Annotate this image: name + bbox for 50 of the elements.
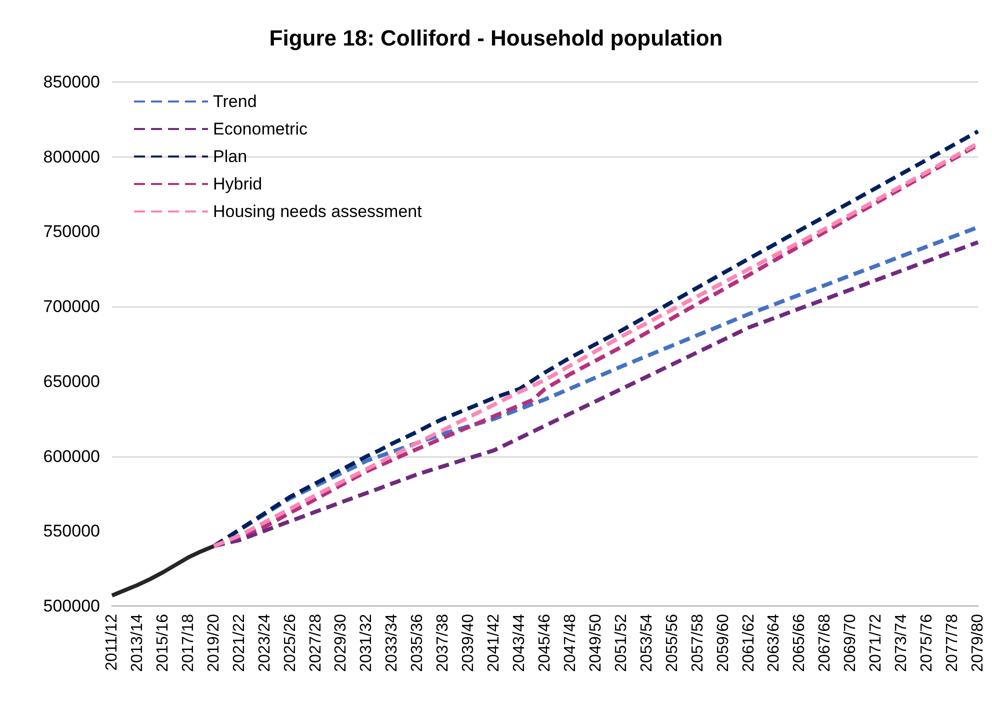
y-tick-label: 650000 [43,372,100,391]
x-tick-label: 2069/70 [842,614,860,672]
x-tick-label: 2049/50 [587,614,604,672]
x-tick-label: 2037/38 [434,614,452,672]
y-tick-label: 550000 [43,522,100,541]
x-tick-label: 2055/56 [664,614,681,672]
x-tick-label: 2057/58 [689,614,706,672]
x-tick-label: 2045/46 [536,614,554,672]
x-tick-label: 2011/12 [104,614,120,671]
x-tick-label: 2071/72 [868,614,885,672]
x-tick-label: 2033/34 [384,614,401,672]
x-tick-label: 2043/44 [511,614,528,672]
x-tick-label: 2027/28 [307,614,324,672]
y-tick-label: 750000 [43,222,100,242]
y-tick-label: 700000 [43,297,100,316]
legend-label: Econometric [213,120,308,138]
x-tick-label: 2031/32 [358,614,376,672]
x-tick-label: 2065/66 [791,614,808,672]
x-tick-label: 2035/36 [409,614,426,672]
chart-title: Figure 18: Colliford - Household population [269,26,723,50]
x-tick-label: 2061/62 [740,614,758,672]
x-tick-label: 2047/48 [562,614,579,672]
x-tick-label: 2017/18 [180,614,197,672]
x-tick-label: 2063/64 [766,614,783,672]
legend-label: Hybrid [213,174,262,194]
legend-label: Housing needs assessment [213,202,422,221]
x-tick-label: 2015/16 [154,614,172,672]
x-tick-label: 2079/80 [970,614,986,672]
x-tick-label: 2073/74 [893,614,910,672]
x-tick-label: 2021/22 [230,614,248,672]
legend-label: Trend [213,92,257,111]
x-tick-label: 2025/26 [282,614,299,672]
x-tick-label: 2019/20 [205,614,222,672]
x-tick-label: 2041/42 [486,614,503,672]
x-tick-label: 2067/68 [816,614,834,672]
x-tick-label: 2039/40 [460,614,478,672]
x-tick-label: 2013/14 [128,614,146,672]
x-tick-label: 2029/30 [332,614,350,672]
y-tick-label: 800000 [43,147,100,166]
y-tick-label: 500000 [43,596,100,616]
x-tick-label: 2053/54 [638,614,656,672]
legend-label: Plan [213,147,248,166]
x-tick-label: 2051/52 [612,614,630,672]
y-tick-label: 850000 [43,72,100,92]
y-tick-label: 600000 [43,446,100,466]
x-tick-label: 2023/24 [256,614,274,672]
x-tick-label: 2077/78 [944,614,962,672]
x-tick-label: 2059/60 [714,614,732,672]
x-tick-label: 2075/76 [918,614,936,672]
line-series [110,544,216,598]
